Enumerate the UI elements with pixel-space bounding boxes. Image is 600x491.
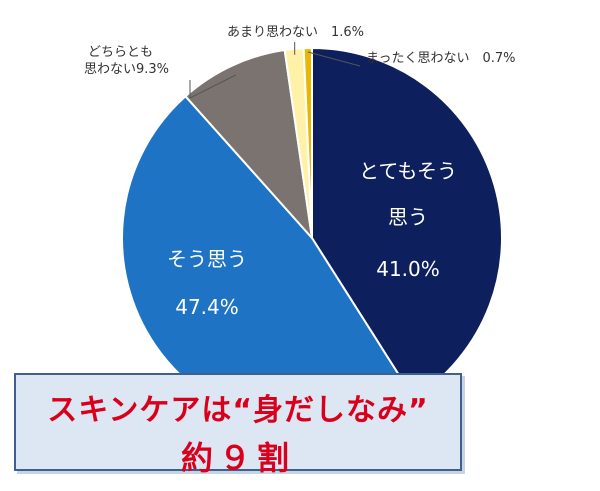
- slice-label-neutral-line2: 思わない9.3%: [84, 62, 169, 77]
- slice-value-very: 41.0%: [376, 257, 440, 281]
- leader-lines: [189, 42, 361, 99]
- pie-slice-not_at_all: [302, 46, 313, 239]
- summary-callout-headline: スキンケアは“身だしなみ”: [47, 393, 429, 428]
- slice-label-not-at-all: まったく思わない 0.7%: [366, 51, 516, 66]
- summary-callout-box: スキンケアは“身だしなみ” 約９割: [14, 373, 462, 477]
- pie-slice-neutral: [184, 48, 314, 242]
- slice-label-not-much: あまり思わない 1.6%: [227, 25, 364, 40]
- summary-callout-figure: 約９割: [180, 439, 295, 477]
- pie-slice-very: [311, 46, 503, 400]
- slice-label-agree: そう思う: [167, 247, 247, 271]
- slice-value-agree: 47.4%: [175, 295, 239, 319]
- pie-slices: [121, 46, 503, 429]
- slice-labels: とてもそう 思う 41.0% そう思う 47.4% どちらとも 思わない9.3%…: [84, 25, 516, 319]
- slice-label-very-line2: 思う: [388, 205, 428, 229]
- slice-label-neutral-line1: どちらとも: [88, 45, 153, 60]
- leader-line-not-at-all: [307, 51, 361, 67]
- slice-label-very-line1: とてもそう: [359, 159, 457, 183]
- leader-line-neutral: [189, 74, 237, 99]
